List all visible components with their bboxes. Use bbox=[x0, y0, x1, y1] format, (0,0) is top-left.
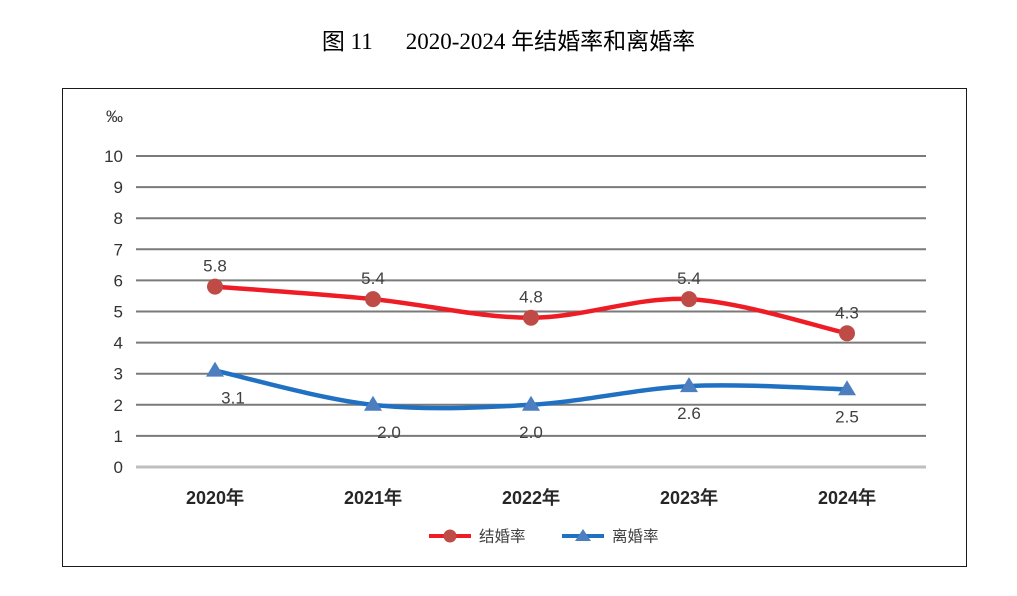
marriage-rate-marker bbox=[839, 325, 855, 342]
divorce-rate-marker bbox=[364, 395, 382, 411]
marriage-rate-value-label: 5.4 bbox=[361, 269, 385, 288]
divorce-rate-marker bbox=[680, 377, 698, 393]
legend-marker bbox=[443, 529, 457, 543]
divorce-rate-value-label: 2.5 bbox=[835, 407, 859, 426]
y-tick-label: 10 bbox=[104, 147, 123, 166]
divorce-rate-value-label: 2.0 bbox=[377, 423, 401, 442]
y-tick-label: 0 bbox=[114, 458, 123, 477]
divorce-rate-value-label: 2.0 bbox=[519, 423, 543, 442]
y-tick-label: 7 bbox=[114, 240, 123, 259]
marriage-rate-value-label: 4.3 bbox=[835, 303, 859, 322]
chart-title-text: 2020-2024 年结婚率和离婚率 bbox=[405, 29, 696, 54]
y-axis-unit: ‰ bbox=[106, 107, 123, 126]
chart-frame: 10 9 8 7 6 5 4 3 2 1 0 ‰ 2020年 2021年 2022年 2023年 2024年 5.… bbox=[62, 88, 967, 567]
divorce-rate-marker bbox=[522, 395, 540, 411]
y-tick-label: 8 bbox=[114, 209, 123, 228]
marriage-rate-marker bbox=[681, 291, 697, 308]
legend-label: 结婚率 bbox=[479, 528, 526, 546]
marriage-rate-marker bbox=[523, 309, 539, 326]
legend-marker bbox=[575, 529, 591, 541]
x-axis-label: 2021年 bbox=[344, 487, 402, 508]
marriage-rate-marker bbox=[365, 291, 381, 308]
legend: 结婚率 离婚率 bbox=[429, 528, 659, 546]
x-axis-label: 2024年 bbox=[818, 487, 876, 508]
divorce-rate-marker bbox=[838, 380, 856, 396]
x-axis-label: 2022年 bbox=[502, 487, 560, 508]
legend-item-marriage-rate: 结婚率 bbox=[429, 528, 526, 546]
figure-label: 图 11 bbox=[321, 29, 373, 54]
marriage-rate-value-label: 4.8 bbox=[519, 288, 543, 307]
marriage-rate-marker bbox=[207, 278, 223, 295]
legend-label: 离婚率 bbox=[612, 528, 659, 546]
y-tick-label: 9 bbox=[114, 178, 123, 197]
y-tick-label: 5 bbox=[114, 303, 123, 322]
divorce-rate-value-label: 3.1 bbox=[221, 389, 245, 408]
chart-title: 图 11 2020-2024 年结婚率和离婚率 bbox=[0, 22, 1017, 56]
x-axis-label: 2020年 bbox=[186, 487, 244, 508]
y-tick-label: 2 bbox=[114, 396, 123, 415]
y-tick-label: 6 bbox=[114, 271, 123, 290]
divorce-rate-value-label: 2.6 bbox=[677, 404, 701, 423]
y-tick-label: 3 bbox=[114, 365, 123, 384]
x-axis-label: 2023年 bbox=[660, 487, 718, 508]
legend-item-divorce-rate: 离婚率 bbox=[562, 528, 659, 546]
marriage-rate-value-label: 5.4 bbox=[677, 269, 701, 288]
marriage-rate-value-label: 5.8 bbox=[203, 257, 227, 276]
divorce-rate-marker bbox=[206, 361, 224, 377]
y-tick-label: 4 bbox=[114, 334, 123, 353]
y-tick-label: 1 bbox=[114, 427, 123, 446]
